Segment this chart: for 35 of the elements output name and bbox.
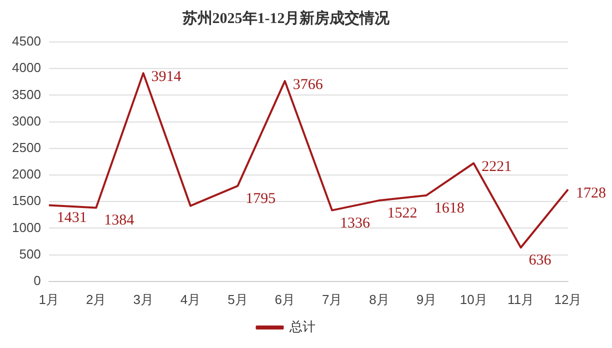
legend-label: 总计 (288, 319, 316, 334)
data-label: 1384 (104, 212, 135, 229)
y-tick-label: 500 (19, 246, 41, 262)
x-tick-label: 2月 (86, 292, 106, 307)
x-tick-label: 10月 (460, 292, 488, 307)
y-tick-label: 0 (34, 272, 41, 288)
data-label: 3914 (151, 69, 182, 86)
data-label: 1795 (246, 190, 276, 207)
data-label: 1522 (387, 205, 418, 222)
x-tick-label: 1月 (38, 292, 60, 307)
x-tick-label: 4月 (180, 292, 201, 307)
x-tick-label: 7月 (322, 292, 342, 307)
x-tick-label: 5月 (228, 292, 248, 307)
y-tick-label: 2000 (12, 166, 41, 182)
y-tick-label: 3500 (12, 86, 41, 102)
x-tick-label: 6月 (274, 292, 295, 307)
data-label: 1336 (340, 215, 371, 232)
chart-title: 苏州2025年1-12月新房成交情况 (181, 8, 391, 27)
data-label: 1431 (56, 210, 87, 226)
y-tick-label: 1500 (12, 193, 41, 208)
data-label: 1728 (576, 185, 606, 202)
y-tick-label: 1000 (12, 220, 41, 235)
data-label: 636 (528, 252, 552, 268)
y-tick-label: 2500 (12, 140, 41, 155)
x-tick-label: 9月 (416, 292, 437, 307)
x-tick-label: 12月 (554, 292, 582, 307)
y-tick-label: 3000 (12, 113, 41, 128)
y-tick-label: 4500 (12, 34, 41, 49)
x-tick-label: 11月 (508, 292, 534, 307)
data-label: 1618 (434, 200, 464, 216)
data-label: 3766 (292, 76, 324, 93)
y-tick-label: 4000 (12, 60, 41, 76)
x-tick-label: 3月 (133, 292, 154, 307)
x-tick-label: 8月 (369, 292, 390, 307)
data-label: 2221 (482, 159, 512, 176)
